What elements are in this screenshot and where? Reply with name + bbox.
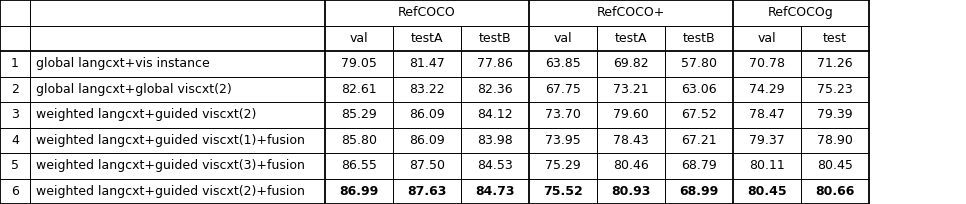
Text: 73.70: 73.70 <box>545 108 581 121</box>
Text: 73.95: 73.95 <box>545 134 581 147</box>
Text: 82.36: 82.36 <box>477 83 513 96</box>
Text: val: val <box>757 32 777 45</box>
Text: 85.80: 85.80 <box>341 134 377 147</box>
Text: 86.55: 86.55 <box>341 159 377 172</box>
Text: 57.80: 57.80 <box>681 57 717 70</box>
Text: 83.98: 83.98 <box>477 134 513 147</box>
Text: 6: 6 <box>11 185 19 198</box>
Text: 80.46: 80.46 <box>613 159 649 172</box>
Text: weighted langcxt+guided viscxt(2)+fusion: weighted langcxt+guided viscxt(2)+fusion <box>36 185 305 198</box>
Text: RefCOCO+: RefCOCO+ <box>597 6 666 19</box>
Text: testA: testA <box>614 32 647 45</box>
Text: 87.63: 87.63 <box>408 185 446 198</box>
Text: 80.11: 80.11 <box>749 159 785 172</box>
Text: testA: testA <box>411 32 443 45</box>
Text: 68.79: 68.79 <box>681 159 717 172</box>
Text: val: val <box>350 32 368 45</box>
Text: 86.99: 86.99 <box>339 185 379 198</box>
Text: 78.90: 78.90 <box>817 134 853 147</box>
Text: 86.09: 86.09 <box>410 108 445 121</box>
Text: weighted langcxt+guided viscxt(2): weighted langcxt+guided viscxt(2) <box>36 108 256 121</box>
Text: 4: 4 <box>11 134 19 147</box>
Text: 3: 3 <box>11 108 19 121</box>
Text: 84.12: 84.12 <box>477 108 513 121</box>
Text: 77.86: 77.86 <box>477 57 513 70</box>
Text: 78.43: 78.43 <box>613 134 649 147</box>
Text: 80.93: 80.93 <box>611 185 651 198</box>
Text: 80.45: 80.45 <box>817 159 853 172</box>
Text: 2: 2 <box>11 83 19 96</box>
Text: weighted langcxt+guided viscxt(1)+fusion: weighted langcxt+guided viscxt(1)+fusion <box>36 134 305 147</box>
Text: 73.21: 73.21 <box>613 83 649 96</box>
Text: 80.45: 80.45 <box>747 185 787 198</box>
Text: 1: 1 <box>11 57 19 70</box>
Text: RefCOCOg: RefCOCOg <box>768 6 834 19</box>
Text: 78.47: 78.47 <box>749 108 785 121</box>
Text: 67.52: 67.52 <box>681 108 717 121</box>
Text: 81.47: 81.47 <box>410 57 445 70</box>
Text: testB: testB <box>683 32 715 45</box>
Text: testB: testB <box>479 32 511 45</box>
Text: val: val <box>554 32 572 45</box>
Text: 84.53: 84.53 <box>477 159 513 172</box>
Text: 80.66: 80.66 <box>815 185 855 198</box>
Text: 84.73: 84.73 <box>475 185 515 198</box>
Text: test: test <box>823 32 847 45</box>
Text: 68.99: 68.99 <box>679 185 719 198</box>
Text: 63.85: 63.85 <box>545 57 581 70</box>
Text: 79.39: 79.39 <box>817 108 853 121</box>
Text: weighted langcxt+guided viscxt(3)+fusion: weighted langcxt+guided viscxt(3)+fusion <box>36 159 305 172</box>
Text: RefCOCO: RefCOCO <box>398 6 456 19</box>
Text: 85.29: 85.29 <box>341 108 377 121</box>
Text: 79.05: 79.05 <box>341 57 377 70</box>
Text: global langcxt+vis instance: global langcxt+vis instance <box>36 57 210 70</box>
Text: 87.50: 87.50 <box>409 159 445 172</box>
Text: 71.26: 71.26 <box>817 57 853 70</box>
Text: global langcxt+global viscxt(2): global langcxt+global viscxt(2) <box>36 83 232 96</box>
Text: 70.78: 70.78 <box>749 57 785 70</box>
Text: 69.82: 69.82 <box>613 57 649 70</box>
Text: 75.29: 75.29 <box>545 159 581 172</box>
Text: 67.75: 67.75 <box>545 83 581 96</box>
Text: 63.06: 63.06 <box>681 83 717 96</box>
Text: 75.52: 75.52 <box>543 185 582 198</box>
Text: 86.09: 86.09 <box>410 134 445 147</box>
Text: 79.60: 79.60 <box>613 108 649 121</box>
Text: 83.22: 83.22 <box>410 83 444 96</box>
Text: 82.61: 82.61 <box>341 83 377 96</box>
Text: 74.29: 74.29 <box>750 83 784 96</box>
Text: 5: 5 <box>11 159 19 172</box>
Text: 79.37: 79.37 <box>749 134 785 147</box>
Text: 67.21: 67.21 <box>681 134 717 147</box>
Text: 75.23: 75.23 <box>817 83 853 96</box>
